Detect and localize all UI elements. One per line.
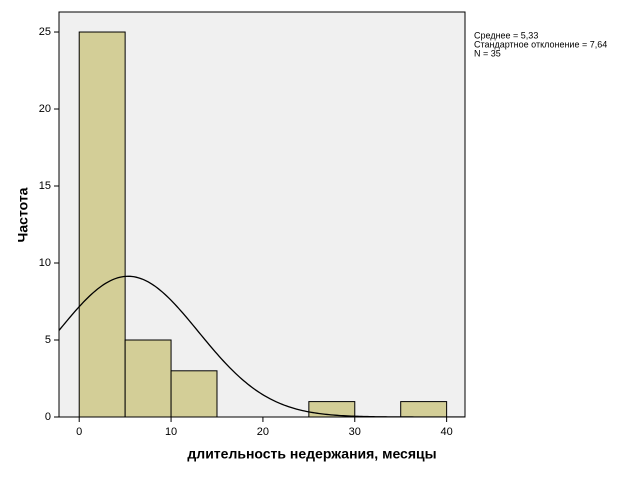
x-tick-label: 40 [441, 426, 453, 438]
annotation: Стандартное отклонение = 7,64 [474, 39, 607, 49]
y-tick-label: 5 [45, 334, 51, 346]
bar [170, 370, 218, 418]
y-tick-label: 10 [39, 257, 51, 269]
bar [124, 339, 172, 418]
y-tick-label: 0 [45, 411, 51, 423]
x-tick-label: 20 [257, 426, 269, 438]
y-tick-label: 15 [39, 180, 51, 192]
x-tick-label: 0 [76, 426, 82, 438]
bar [400, 401, 448, 418]
y-tick-label: 25 [39, 26, 51, 38]
y-tick-label: 20 [39, 103, 51, 115]
x-tick-label: 10 [165, 426, 177, 438]
x-tick-label: 30 [349, 426, 361, 438]
x-axis-label: длительность недержания, месяцы [187, 446, 436, 462]
y-axis-label: Частота [15, 187, 31, 242]
bar [78, 31, 126, 418]
annotation: Среднее = 5,33 [474, 30, 538, 40]
annotation: N = 35 [474, 48, 501, 58]
